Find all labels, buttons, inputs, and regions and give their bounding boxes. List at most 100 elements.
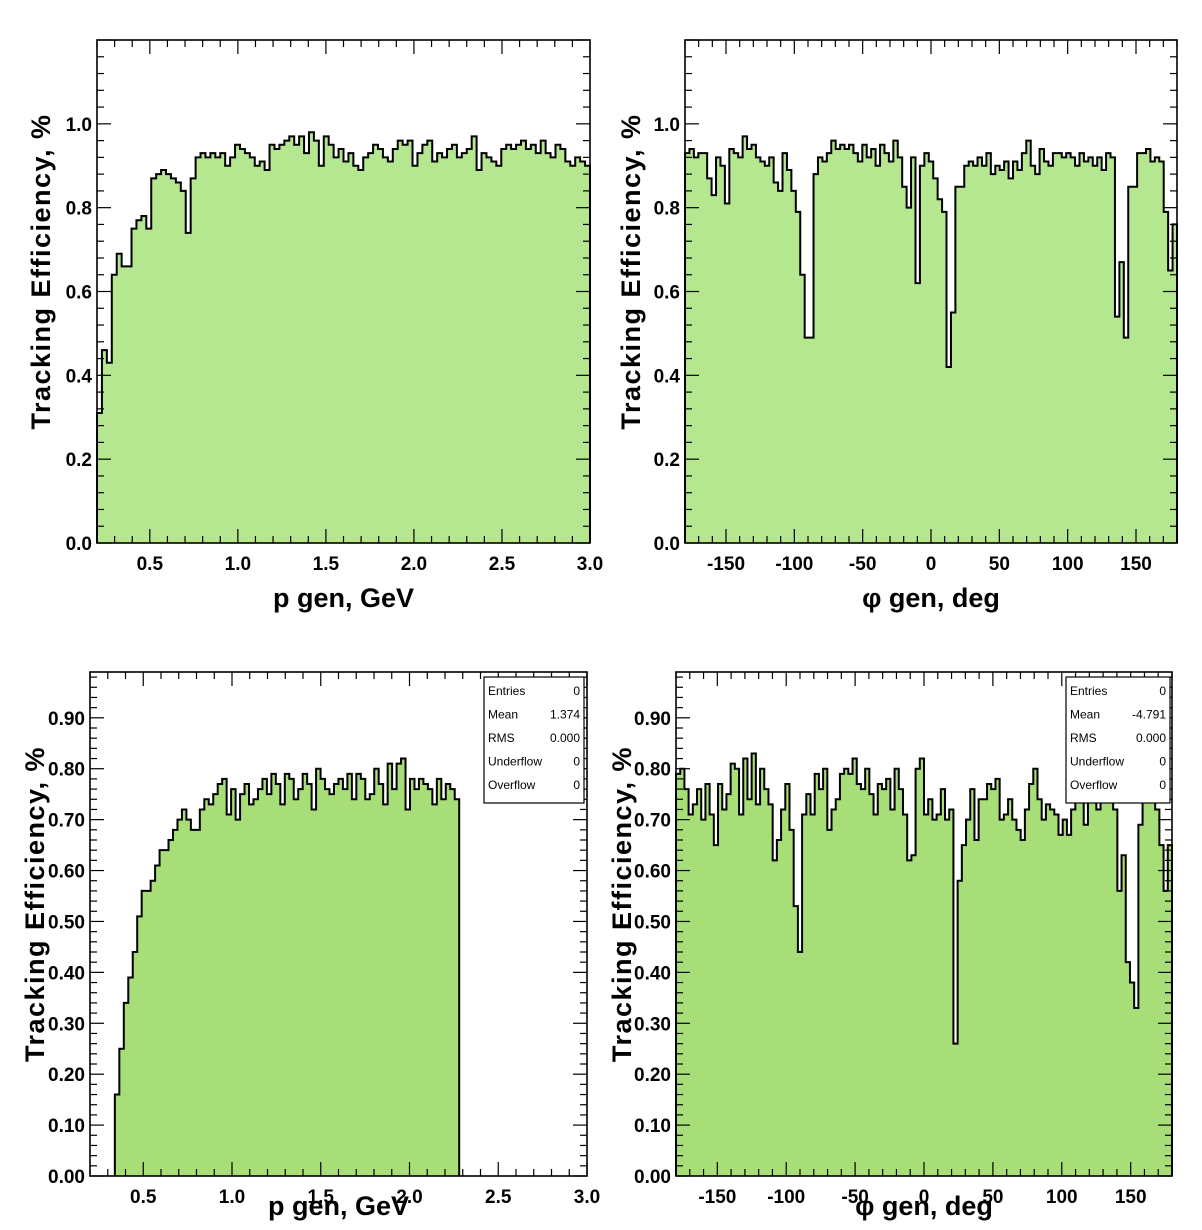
histogram-bin <box>284 773 290 1176</box>
histogram-bin <box>869 794 874 1176</box>
histogram-bin <box>862 144 868 544</box>
histogram-bin <box>402 144 408 544</box>
histogram-bin <box>880 144 885 544</box>
stats-value: -4.791 <box>1132 708 1166 722</box>
histogram-outline <box>96 131 591 543</box>
chart-panel-3: 0.5 1.0 1.5 2.0 2.5 3.0 0.00 0.10 0.20 0.30 0.40 0.… <box>20 671 600 1221</box>
histogram-bin <box>368 153 374 543</box>
y-tick-label: 0.4 <box>66 366 93 387</box>
histogram-bin <box>401 758 406 1176</box>
histogram-bin <box>168 840 174 1176</box>
histogram-bin <box>797 952 803 1176</box>
histogram-bin <box>190 178 196 543</box>
histogram-bin <box>226 814 232 1176</box>
histogram-bin <box>126 266 132 543</box>
histogram-bin <box>806 794 811 1176</box>
histogram-bin <box>1050 809 1055 1176</box>
y-tick-label: 0.50 <box>48 912 85 933</box>
histogram-bin <box>707 178 712 543</box>
histogram-outline <box>113 757 461 1176</box>
x-tick-label: 100 <box>1046 1187 1078 1208</box>
histogram-bin <box>418 778 424 1176</box>
histogram-bin <box>898 789 904 1176</box>
x-tick-label: 2.5 <box>489 554 516 575</box>
stats-value: 1.374 <box>550 708 580 722</box>
histogram-bin <box>1044 161 1049 543</box>
histogram-bin <box>853 153 859 543</box>
histogram-bin <box>325 789 330 1176</box>
histogram-bin <box>915 283 921 543</box>
histogram-bin <box>427 140 433 543</box>
histogram-bin <box>888 161 894 543</box>
y-tick-label: 0.20 <box>48 1065 85 1086</box>
histogram-bin <box>195 157 201 543</box>
histogram-bin <box>968 161 974 543</box>
x-tick-label: 2.0 <box>401 554 427 575</box>
histogram-bin <box>928 799 933 1176</box>
histogram-bin <box>146 890 152 1176</box>
stats-value: 0 <box>1159 755 1166 769</box>
stats-box-frame <box>1065 676 1171 804</box>
histogram-bin <box>1075 165 1080 543</box>
histogram-bin <box>289 778 295 1176</box>
stats-value: 0.000 <box>1136 731 1166 745</box>
histogram-bin <box>955 186 961 543</box>
histogram-bin <box>208 804 214 1176</box>
histogram-bin <box>791 190 797 543</box>
histogram-bin <box>304 153 310 543</box>
histogram-bin <box>990 174 996 543</box>
histogram-bin <box>373 144 379 544</box>
histogram-bin <box>333 157 339 543</box>
histogram-bin <box>945 819 950 1176</box>
histogram-bin <box>684 789 690 1176</box>
histogram-bin <box>1079 768 1085 1176</box>
histogram-bin <box>782 153 788 543</box>
histogram-bin <box>1092 794 1097 1176</box>
histogram-bin <box>378 784 384 1176</box>
histogram-bin <box>164 850 169 1176</box>
histogram-bin <box>307 784 313 1176</box>
histogram-bin <box>225 165 231 543</box>
histogram-bin <box>259 161 266 543</box>
y-tick-label: 0.70 <box>48 811 85 832</box>
histogram-bin <box>894 768 900 1176</box>
histogram-bin <box>1123 337 1129 543</box>
histogram-bin <box>396 763 402 1176</box>
histogram-bin <box>316 768 321 1176</box>
histogram-bin <box>540 140 547 543</box>
y-tick-label: 0.50 <box>634 912 671 933</box>
histogram-bin <box>928 161 934 543</box>
y-tick-label: 0.80 <box>48 760 85 781</box>
histogram-bin <box>1029 784 1034 1176</box>
y-tick-label: 0.2 <box>66 450 92 471</box>
stats-label: Overflow <box>1070 778 1118 792</box>
y-tick-label: 0.6 <box>654 283 680 304</box>
histogram-bin <box>804 337 810 543</box>
histogram-bin <box>454 799 460 1176</box>
histogram-bin <box>299 136 305 543</box>
histogram-bin <box>501 148 507 544</box>
histogram-bin <box>257 789 263 1176</box>
histogram-bin <box>441 799 447 1176</box>
histogram-bin <box>427 789 433 1176</box>
histogram-bin <box>1008 799 1013 1176</box>
histogram-bin <box>881 789 887 1176</box>
stats-label: Underflow <box>488 755 542 769</box>
x-tick-label: 0 <box>919 1187 930 1208</box>
histogram-bin <box>141 216 147 544</box>
histogram-bin <box>713 845 719 1176</box>
histogram-bin <box>1041 819 1047 1176</box>
histogram-bin <box>1114 316 1120 543</box>
histogram-bin <box>1155 809 1160 1176</box>
histogram-bin <box>264 169 270 543</box>
histogram-bin <box>348 153 354 543</box>
histogram-bin <box>688 814 694 1176</box>
histogram-bin <box>1167 845 1173 1176</box>
histogram-bin <box>358 169 364 543</box>
chart-panel-4: -150 -100 -50 0 50 100 150 0.00 0.10 0.20 0.30 0.40… <box>607 671 1173 1221</box>
histogram-bin <box>308 132 315 543</box>
histogram-bin <box>1101 169 1107 543</box>
histogram-bin <box>351 799 357 1176</box>
histogram-bin <box>906 207 912 544</box>
